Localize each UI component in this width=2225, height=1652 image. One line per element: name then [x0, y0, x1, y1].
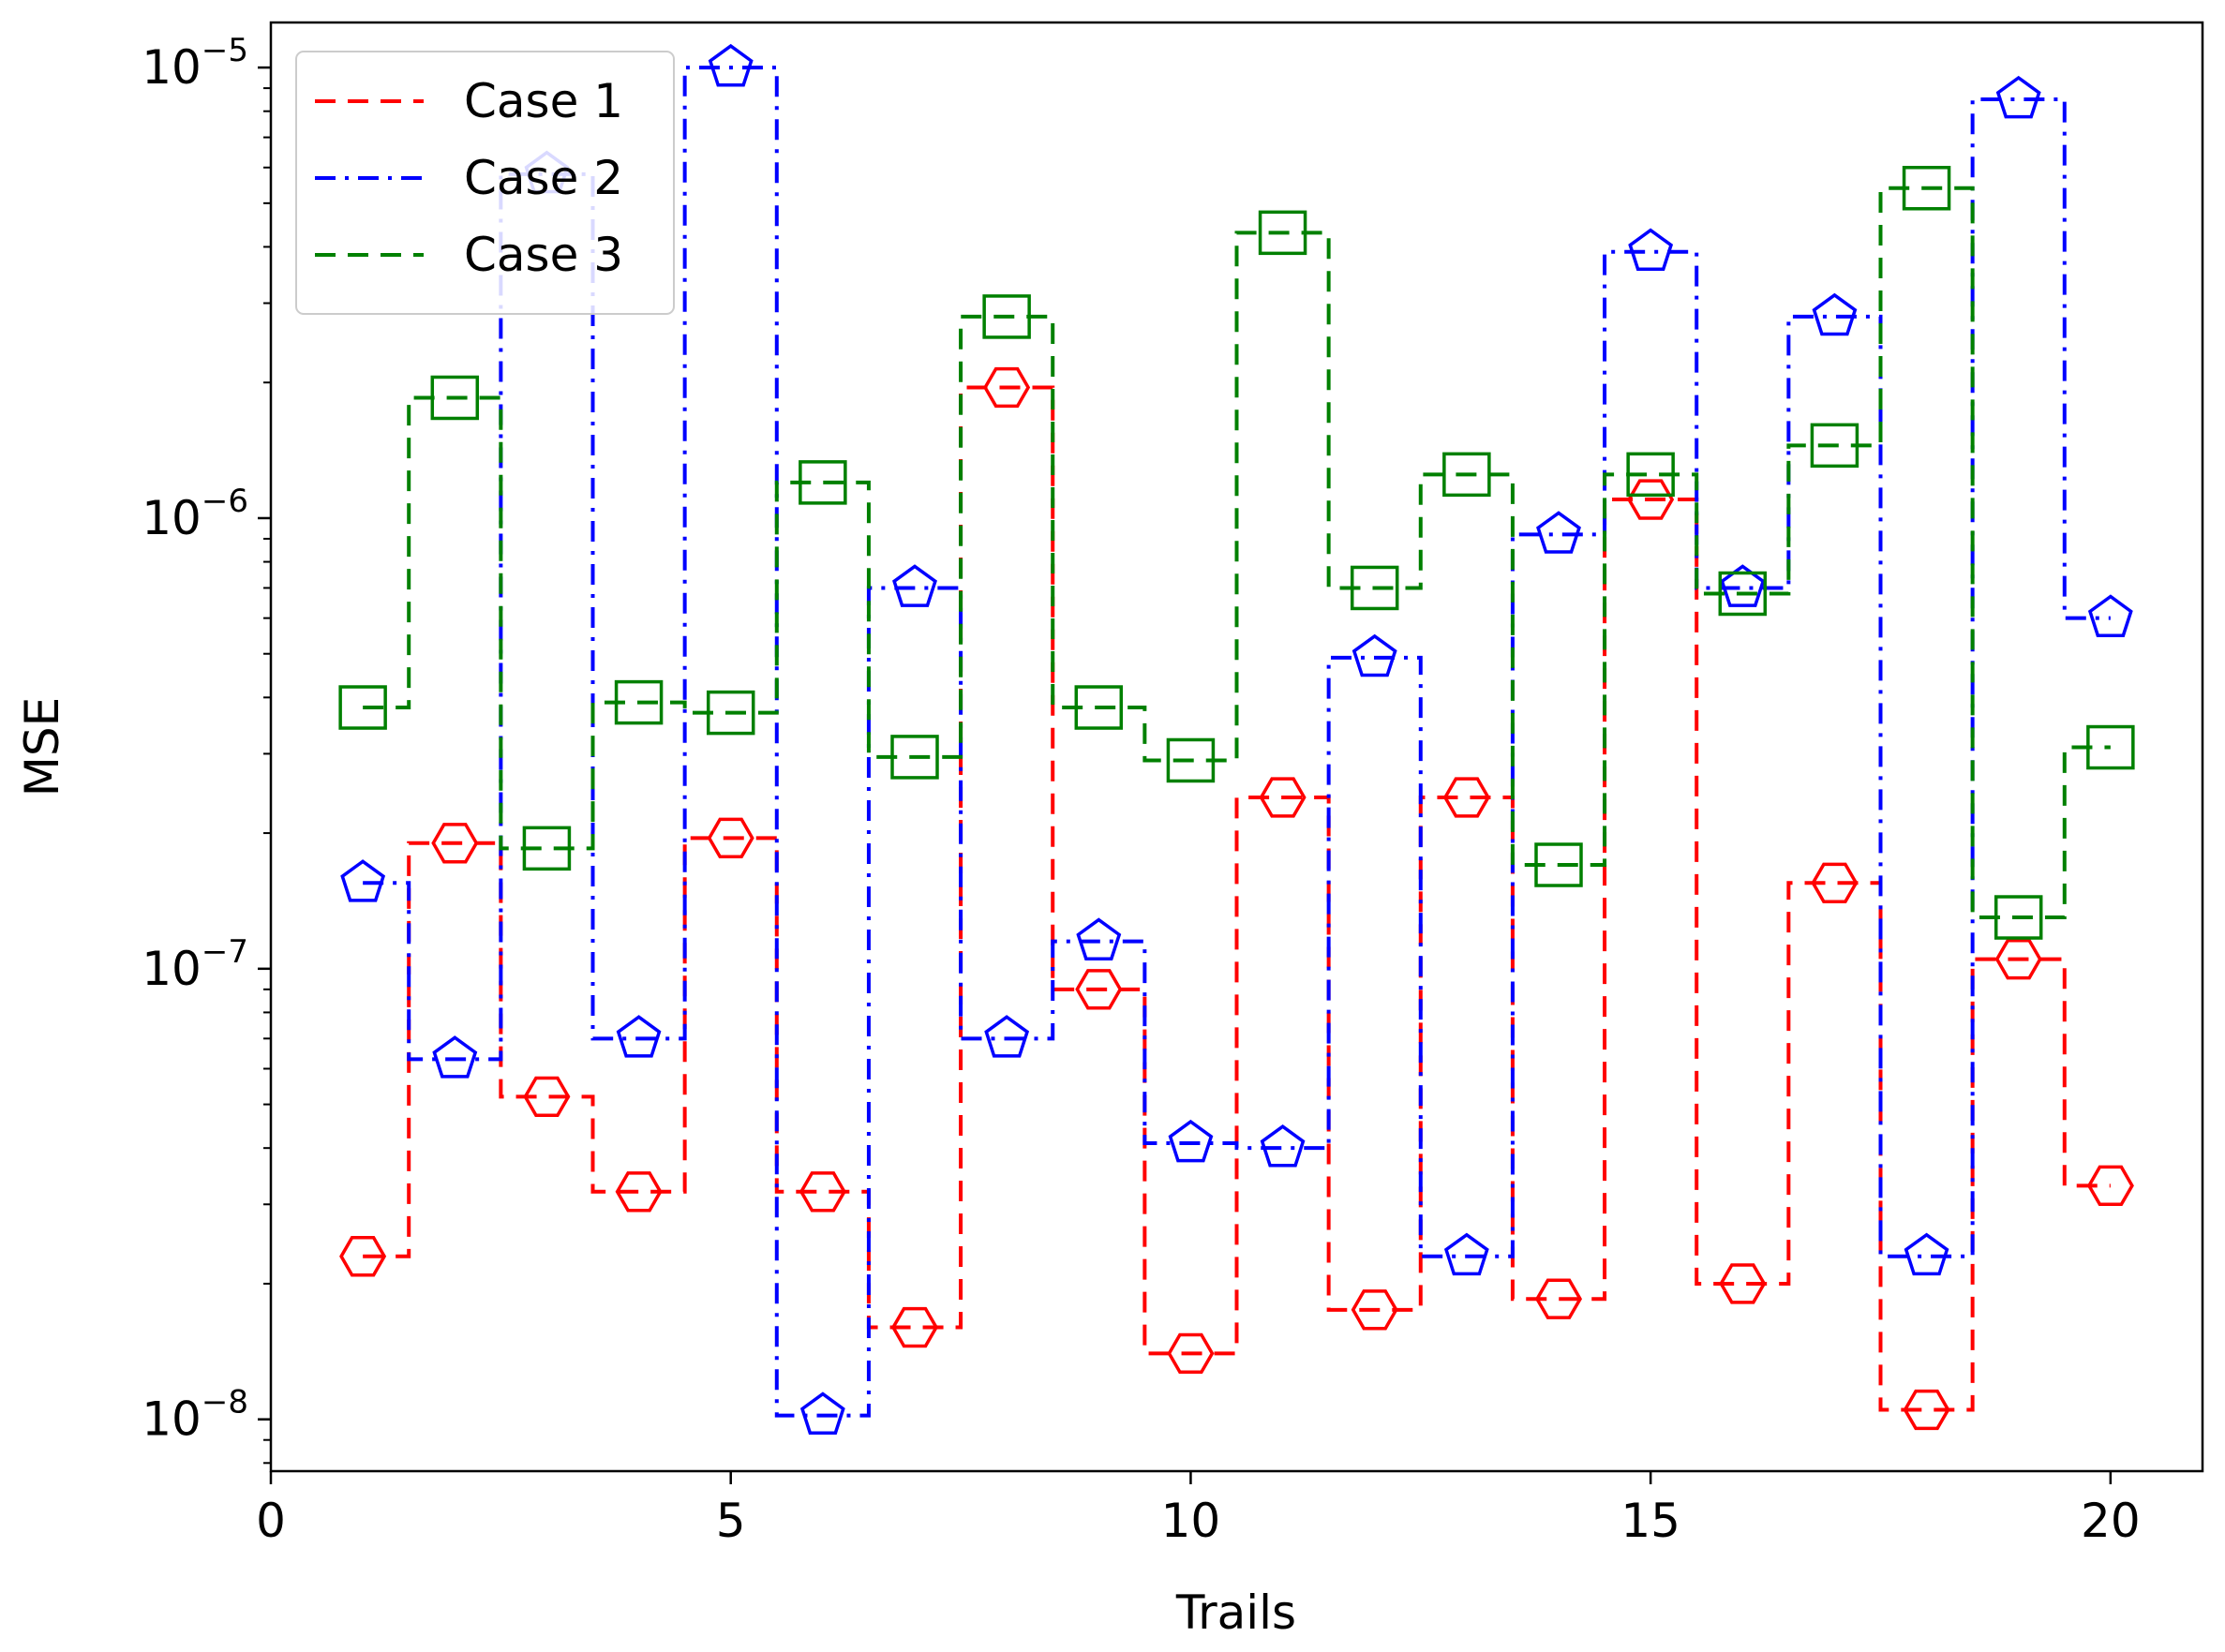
data-point-2: [799, 1392, 845, 1435]
x-tick-label: 15: [1620, 1494, 1680, 1548]
data-point-1: [1351, 1289, 1398, 1331]
data-point-1: [1075, 969, 1123, 1010]
data-point-2: [708, 43, 754, 87]
data-point-1: [1903, 1389, 1950, 1431]
x-tick-label: 20: [2081, 1494, 2141, 1548]
data-point-2: [432, 1035, 478, 1079]
data-point-3: [982, 294, 1031, 339]
data-point-3: [1166, 737, 1216, 783]
y-tick-label: 10−8: [142, 1384, 248, 1447]
plot-frame: [269, 21, 2204, 1473]
data-point-1: [1627, 479, 1675, 520]
series-line-1: [363, 385, 2111, 1412]
data-point-3: [1534, 842, 1583, 887]
data-point-1: [523, 1076, 571, 1118]
data-point-2: [1720, 564, 1766, 607]
legend-frame: [295, 51, 675, 315]
data-point-3: [2086, 724, 2135, 770]
series-1: [339, 366, 2134, 1431]
data-point-1: [707, 817, 754, 859]
data-point-3: [1626, 452, 1675, 498]
y-tick-label: 10−6: [142, 483, 248, 545]
y-axis-label: MSE: [15, 697, 69, 796]
data-point-3: [1810, 423, 1859, 469]
data-point-2: [984, 1015, 1030, 1058]
data-point-1: [615, 1171, 663, 1213]
series-line-2: [363, 66, 2111, 1418]
series-3: [338, 166, 2135, 940]
data-point-2: [2087, 594, 2133, 637]
data-point-3: [1074, 685, 1124, 730]
data-point-2: [616, 1015, 662, 1058]
data-point-3: [1258, 210, 1307, 256]
data-point-3: [890, 735, 939, 780]
data-point-1: [1994, 938, 2042, 980]
data-point-1: [339, 1236, 387, 1277]
data-point-3: [1350, 565, 1399, 611]
data-point-1: [1442, 777, 1490, 818]
legend-label: Case 3: [464, 228, 623, 282]
data-point-3: [338, 685, 387, 730]
data-point-2: [1628, 228, 1674, 272]
data-point-1: [1811, 862, 1859, 903]
data-point-1: [1259, 777, 1307, 818]
data-point-3: [1718, 571, 1768, 617]
legend: Case 1 Case 2 Case 3: [295, 51, 675, 315]
data-point-1: [1534, 1278, 1583, 1319]
data-point-3: [1994, 895, 2043, 940]
series-2: [340, 43, 2133, 1435]
x-tick-label: 0: [256, 1494, 286, 1548]
legend-label: Case 2: [464, 151, 623, 205]
legend-label: Case 1: [464, 74, 623, 128]
data-point-1: [431, 823, 479, 864]
y-tick-label: 10−5: [142, 32, 248, 95]
data-point-2: [340, 859, 386, 902]
data-point-2: [1443, 1232, 1489, 1276]
data-point-1: [1719, 1263, 1767, 1304]
x-tick-label: 5: [716, 1494, 746, 1548]
data-point-1: [2086, 1165, 2134, 1207]
x-tick-label: 10: [1161, 1494, 1221, 1548]
y-tick-label: 10−7: [142, 933, 248, 996]
data-point-2: [1168, 1119, 1214, 1163]
data-point-2: [1812, 292, 1858, 336]
data-point-3: [430, 375, 480, 421]
data-point-2: [892, 564, 937, 607]
data-point-3: [614, 679, 664, 725]
data-point-2: [1536, 511, 1581, 554]
data-point-1: [799, 1171, 846, 1213]
data-point-3: [1902, 166, 1951, 211]
data-point-2: [1076, 917, 1122, 960]
data-point-2: [1260, 1124, 1306, 1168]
data-point-3: [522, 826, 572, 871]
data-point-2: [1995, 75, 2041, 119]
x-axis-label: Trails: [1175, 1585, 1296, 1640]
x-axis-ticks: 0 5 10 15 20: [256, 1471, 2141, 1548]
data-point-3: [799, 460, 847, 505]
series-layer: [338, 43, 2135, 1435]
data-point-1: [890, 1306, 939, 1348]
data-point-1: [983, 366, 1031, 409]
data-point-2: [1904, 1232, 1949, 1276]
data-point-3: [1442, 452, 1491, 498]
series-line-3: [363, 186, 2111, 920]
y-axis-ticks: 10−8 10−7 10−6 10−5: [142, 32, 271, 1465]
data-point-2: [1351, 633, 1397, 677]
data-point-3: [706, 690, 755, 736]
data-point-1: [1167, 1332, 1215, 1375]
